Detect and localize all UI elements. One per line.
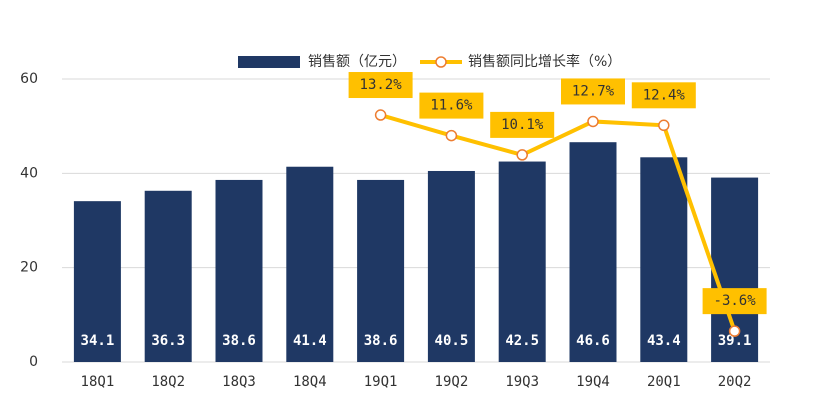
bar-value-label: 42.5 bbox=[505, 333, 539, 349]
bar bbox=[215, 179, 263, 362]
bar-value-label: 41.4 bbox=[293, 333, 327, 349]
line-marker bbox=[516, 149, 528, 161]
x-tick-label: 19Q2 bbox=[435, 374, 469, 390]
value-label-box bbox=[419, 92, 484, 119]
value-label-box bbox=[348, 72, 413, 99]
x-tick-label: 18Q1 bbox=[81, 374, 115, 390]
value-label-box bbox=[702, 288, 767, 315]
bar bbox=[73, 201, 121, 362]
legend-label: 销售额同比增长率（%） bbox=[468, 53, 621, 70]
bar-value-label: 34.1 bbox=[81, 333, 115, 349]
x-tick-label: 18Q3 bbox=[222, 374, 256, 390]
bar bbox=[640, 157, 688, 362]
bar bbox=[357, 179, 405, 362]
legend-marker bbox=[435, 56, 447, 68]
bar bbox=[569, 142, 617, 362]
bar bbox=[286, 166, 334, 362]
line-marker bbox=[728, 325, 741, 337]
y-tick-label: 40 bbox=[20, 165, 38, 181]
line-marker bbox=[658, 119, 670, 132]
line bbox=[380, 113, 737, 332]
line-marker bbox=[445, 129, 458, 142]
line-value-label: 12.7% bbox=[572, 83, 615, 99]
bar bbox=[144, 190, 192, 362]
line-value-label: -3.6% bbox=[714, 293, 757, 309]
x-tick-label: 18Q2 bbox=[151, 374, 185, 390]
x-tick-label: 19Q3 bbox=[505, 374, 539, 390]
bar bbox=[427, 170, 475, 362]
x-tick-label: 20Q2 bbox=[718, 374, 752, 390]
y-tick-label: 20 bbox=[20, 260, 38, 276]
x-tick-label: 19Q1 bbox=[364, 374, 398, 390]
value-label-box bbox=[631, 82, 696, 109]
value-label-box bbox=[490, 111, 555, 138]
bar-value-label: 43.4 bbox=[647, 333, 681, 349]
bar-value-label: 39.1 bbox=[718, 333, 752, 349]
value-label-box bbox=[561, 78, 625, 105]
line-marker bbox=[587, 115, 599, 128]
bar-value-label: 38.6 bbox=[364, 333, 398, 349]
y-tick-label: 60 bbox=[20, 71, 38, 87]
legend-label: 销售额（亿元） bbox=[308, 54, 406, 70]
bar bbox=[498, 161, 546, 362]
x-tick-label: 19Q4 bbox=[576, 374, 610, 390]
x-tick-label: 20Q1 bbox=[647, 374, 681, 390]
legend-swatch bbox=[238, 56, 300, 68]
line-marker bbox=[374, 109, 387, 121]
line-value-label: 13.2% bbox=[360, 77, 403, 93]
bar-value-label: 40.5 bbox=[435, 333, 469, 349]
y-tick-label: 0 bbox=[29, 354, 38, 370]
bar-value-label: 46.6 bbox=[576, 333, 610, 349]
line-value-label: 10.1% bbox=[501, 117, 544, 133]
x-tick-label: 18Q4 bbox=[293, 374, 327, 390]
line-value-label: 11.6% bbox=[430, 98, 473, 114]
line-value-label: 12.4% bbox=[643, 87, 686, 103]
bar-value-label: 36.3 bbox=[151, 333, 185, 349]
bar-value-label: 38.6 bbox=[222, 333, 256, 349]
